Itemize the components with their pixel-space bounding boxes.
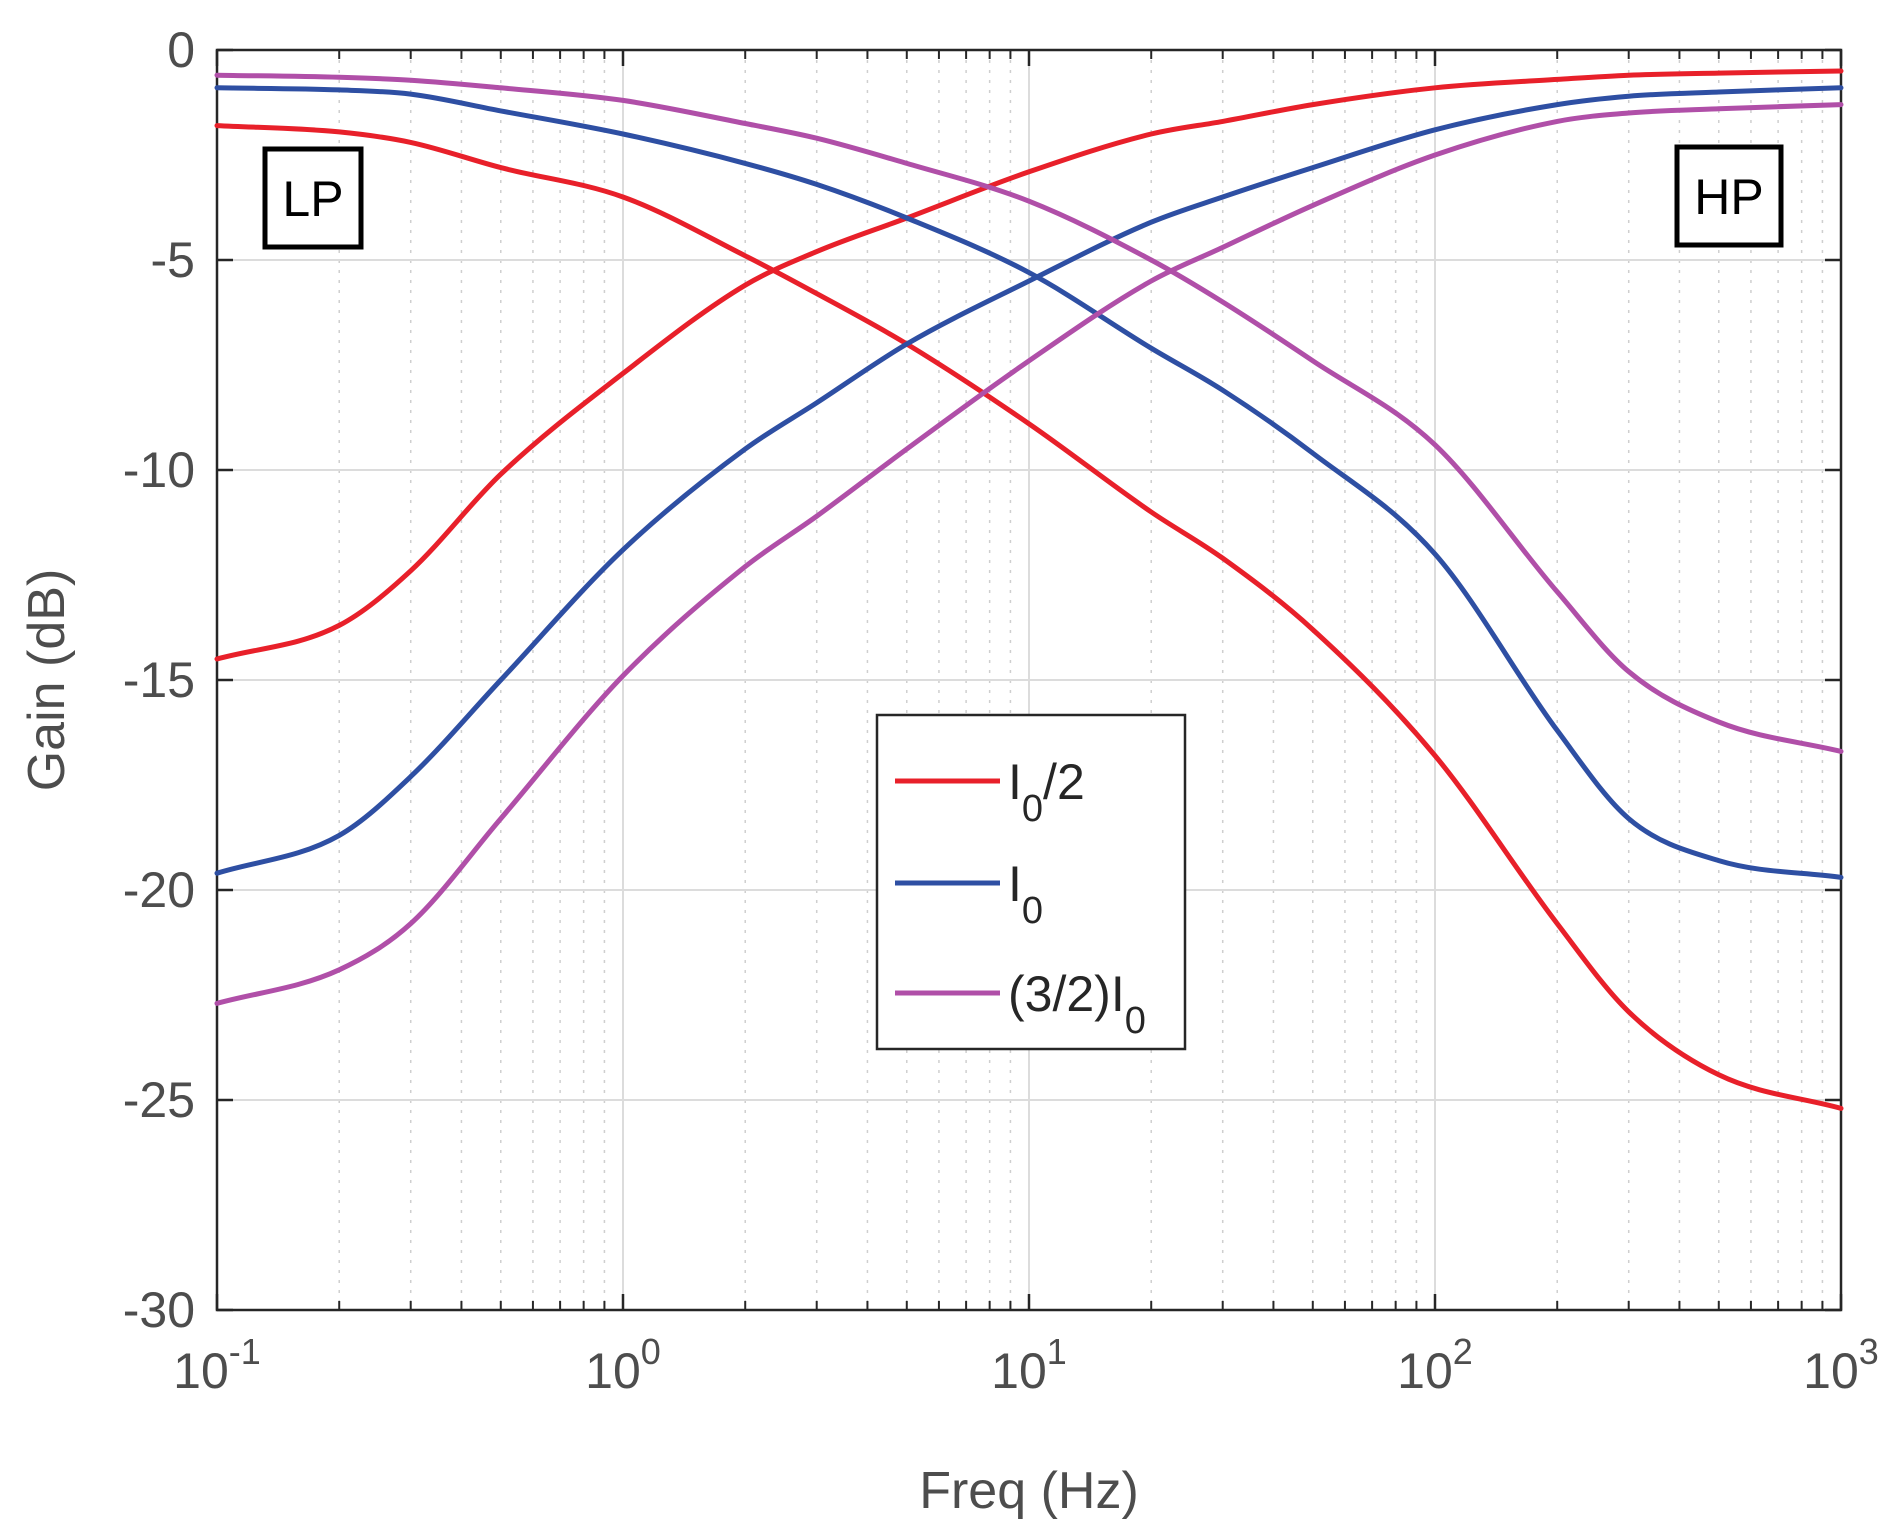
annotation-hp-box [1674, 144, 1784, 248]
y-axis-label: Gain (dB) [18, 569, 76, 792]
legend-label: (3/2)I0 [1008, 966, 1146, 1042]
x-tick-label-exponent: 0 [641, 1331, 661, 1372]
x-tick-label: 103 [1803, 1331, 1879, 1399]
annotation-lp-box [262, 146, 364, 250]
annotation-hp: HP [1674, 144, 1784, 248]
x-tick-label-exponent: 2 [1453, 1331, 1473, 1372]
axis-ticks [215, 48, 1843, 1312]
x-tick-label-exponent: 3 [1859, 1331, 1879, 1372]
y-tick-label: -25 [123, 1072, 195, 1128]
series-line-lowpass-0 [214, 123, 1844, 1111]
x-tick-labels: 10-1 100 101 102 103 [173, 1331, 1879, 1399]
major-grid [217, 50, 1841, 1310]
series-line-lowpass-2 [214, 85, 1844, 880]
x-tick-label-base: 10 [1397, 1343, 1453, 1399]
legend-label-main: I [1008, 856, 1022, 912]
legend: I0/2I0(3/2)I0 [875, 713, 1187, 1051]
legend-entries: I0/2I0(3/2)I0 [895, 754, 1146, 1042]
series-line-highpass-5 [214, 102, 1844, 1006]
legend-label-main: I [1111, 966, 1125, 1022]
y-tick-label: 0 [167, 22, 195, 78]
x-tick-label-base: 10 [585, 1343, 641, 1399]
legend-label: I0 [1008, 856, 1043, 932]
annotation-hp-text: HP [1694, 169, 1763, 225]
legend-label: I0/2 [1008, 754, 1085, 830]
x-tick-label: 102 [1397, 1331, 1473, 1399]
x-tick-label-exponent: 1 [1047, 1331, 1067, 1372]
y-tick-labels: 0 -5 -10 -15 -20 -25 -30 [123, 22, 195, 1338]
series-line-lowpass-4 [214, 72, 1844, 754]
x-tick-label-exponent: -1 [229, 1331, 261, 1372]
x-tick-label-base: 10 [1803, 1343, 1859, 1399]
legend-label-main: I [1008, 754, 1022, 810]
y-tick-label: -10 [123, 442, 195, 498]
series-layer [214, 68, 1844, 1111]
y-tick-label: -15 [123, 652, 195, 708]
legend-label-subscript: 0 [1022, 788, 1043, 830]
x-tick-label: 101 [991, 1331, 1067, 1399]
x-tick-label-base: 10 [173, 1343, 229, 1399]
series-line-highpass-1 [214, 68, 1844, 662]
x-tick-label-base: 10 [991, 1343, 1047, 1399]
y-tick-label: -30 [123, 1282, 195, 1338]
legend-label-subscript: 0 [1125, 1000, 1146, 1042]
series-line-highpass-3 [214, 85, 1844, 876]
legend-label-prefix: (3/2) [1008, 966, 1111, 1022]
x-axis-label: Freq (Hz) [919, 1462, 1139, 1520]
annotation-lp: LP [262, 146, 364, 250]
y-tick-label: -5 [151, 232, 195, 288]
x-tick-label: 10-1 [173, 1331, 261, 1399]
legend-label-suffix: /2 [1043, 754, 1085, 810]
legend-label-subscript: 0 [1022, 890, 1043, 932]
x-tick-label: 100 [585, 1331, 661, 1399]
annotation-lp-text: LP [282, 171, 343, 227]
y-tick-label: -20 [123, 862, 195, 918]
